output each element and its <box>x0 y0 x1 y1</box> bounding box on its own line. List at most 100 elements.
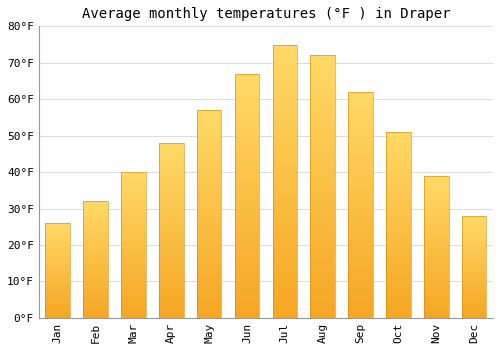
Bar <box>46 225 70 226</box>
Bar <box>424 221 448 223</box>
Bar <box>310 284 335 286</box>
Bar <box>348 282 373 284</box>
Bar <box>386 266 410 268</box>
Bar <box>197 285 222 287</box>
Bar <box>84 267 108 268</box>
Bar <box>386 166 410 167</box>
Bar <box>310 187 335 189</box>
Bar <box>46 276 70 277</box>
Bar <box>424 312 448 314</box>
Bar <box>121 187 146 188</box>
Bar <box>121 257 146 258</box>
Bar <box>84 251 108 253</box>
Bar <box>348 275 373 277</box>
Bar <box>424 253 448 254</box>
Bar <box>386 277 410 279</box>
Bar <box>84 235 108 236</box>
Bar <box>234 294 260 296</box>
Bar <box>272 105 297 107</box>
Bar <box>424 209 448 210</box>
Bar <box>84 249 108 250</box>
Bar <box>348 300 373 302</box>
Bar <box>84 228 108 229</box>
Bar <box>310 184 335 187</box>
Bar <box>234 130 260 132</box>
Bar <box>424 187 448 189</box>
Bar <box>84 241 108 242</box>
Bar <box>84 229 108 230</box>
Bar <box>159 237 184 239</box>
Bar <box>197 116 222 118</box>
Bar <box>310 292 335 294</box>
Bar <box>386 190 410 191</box>
Bar <box>46 272 70 273</box>
Bar <box>462 280 486 281</box>
Bar <box>462 271 486 272</box>
Bar <box>121 201 146 203</box>
Bar <box>197 208 222 210</box>
Bar <box>310 116 335 118</box>
Bar <box>272 296 297 299</box>
Bar <box>197 270 222 272</box>
Bar <box>310 205 335 208</box>
Bar <box>84 201 108 318</box>
Bar <box>310 200 335 202</box>
Bar <box>386 199 410 201</box>
Bar <box>310 71 335 74</box>
Bar <box>424 250 448 251</box>
Bar <box>348 198 373 201</box>
Bar <box>310 103 335 105</box>
Bar <box>424 307 448 308</box>
Bar <box>121 241 146 242</box>
Bar <box>348 304 373 307</box>
Bar <box>462 313 486 314</box>
Bar <box>348 178 373 180</box>
Bar <box>462 236 486 237</box>
Bar <box>310 111 335 113</box>
Bar <box>159 159 184 160</box>
Bar <box>121 215 146 216</box>
Bar <box>159 220 184 222</box>
Bar <box>462 250 486 251</box>
Bar <box>348 212 373 214</box>
Bar <box>197 191 222 193</box>
Bar <box>159 164 184 166</box>
Bar <box>121 279 146 280</box>
Bar <box>386 232 410 234</box>
Bar <box>234 313 260 315</box>
Bar <box>272 195 297 198</box>
Bar <box>462 229 486 230</box>
Bar <box>348 284 373 286</box>
Bar <box>348 234 373 237</box>
Bar <box>348 261 373 264</box>
Bar <box>386 294 410 296</box>
Bar <box>159 190 184 192</box>
Bar <box>462 261 486 262</box>
Bar <box>159 316 184 318</box>
Bar <box>197 154 222 156</box>
Bar <box>234 193 260 196</box>
Bar <box>197 226 222 229</box>
Bar <box>348 239 373 241</box>
Bar <box>386 177 410 178</box>
Bar <box>46 257 70 258</box>
Bar <box>424 257 448 258</box>
Bar <box>348 232 373 234</box>
Bar <box>159 283 184 285</box>
Bar <box>159 272 184 274</box>
Bar <box>462 237 486 238</box>
Bar <box>234 81 260 83</box>
Bar <box>348 108 373 110</box>
Bar <box>462 231 486 232</box>
Bar <box>348 173 373 176</box>
Bar <box>272 129 297 132</box>
Bar <box>84 272 108 274</box>
Bar <box>197 160 222 162</box>
Bar <box>424 203 448 204</box>
Bar <box>121 174 146 175</box>
Bar <box>46 300 70 301</box>
Bar <box>84 248 108 249</box>
Bar <box>348 280 373 282</box>
Bar <box>121 229 146 230</box>
Bar <box>197 297 222 299</box>
